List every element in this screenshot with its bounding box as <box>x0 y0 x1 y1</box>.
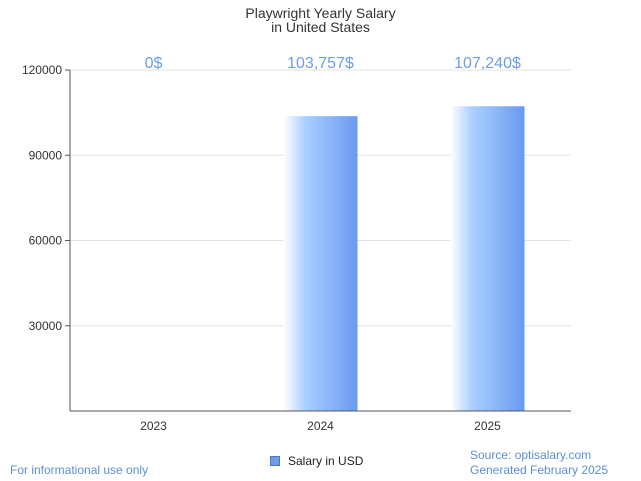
generated-text: Generated February 2025 <box>470 463 609 477</box>
chart-subtitle: in United States <box>271 19 370 35</box>
legend-swatch <box>270 456 280 466</box>
data-labels: 0$ 103,757$ 107,240$ <box>145 55 521 72</box>
legend[interactable]: Salary in USD <box>270 453 363 469</box>
x-tick-label: 2025 <box>474 419 501 433</box>
y-tick-label: 90000 <box>29 148 63 162</box>
x-tick-label: 2023 <box>140 419 167 433</box>
data-label-2024: 103,757$ <box>287 55 354 72</box>
axes: 30000 60000 90000 120000 2023 2024 2025 <box>22 63 571 433</box>
y-tick-label: 30000 <box>29 319 63 333</box>
y-tick-label: 120000 <box>22 63 62 77</box>
y-tick-label: 60000 <box>29 234 63 248</box>
bar-2025[interactable] <box>450 106 525 411</box>
chart-title: Playwright Yearly Salary <box>245 5 396 21</box>
legend-label: Salary in USD <box>288 454 364 468</box>
data-label-2025: 107,240$ <box>454 55 521 72</box>
x-tick-label: 2024 <box>307 419 334 433</box>
disclaimer-text: For informational use only <box>10 463 149 477</box>
bars <box>283 106 525 411</box>
source-text: Source: optisalary.com <box>470 448 592 462</box>
data-label-2023: 0$ <box>145 55 163 72</box>
bar-2024[interactable] <box>283 116 358 411</box>
